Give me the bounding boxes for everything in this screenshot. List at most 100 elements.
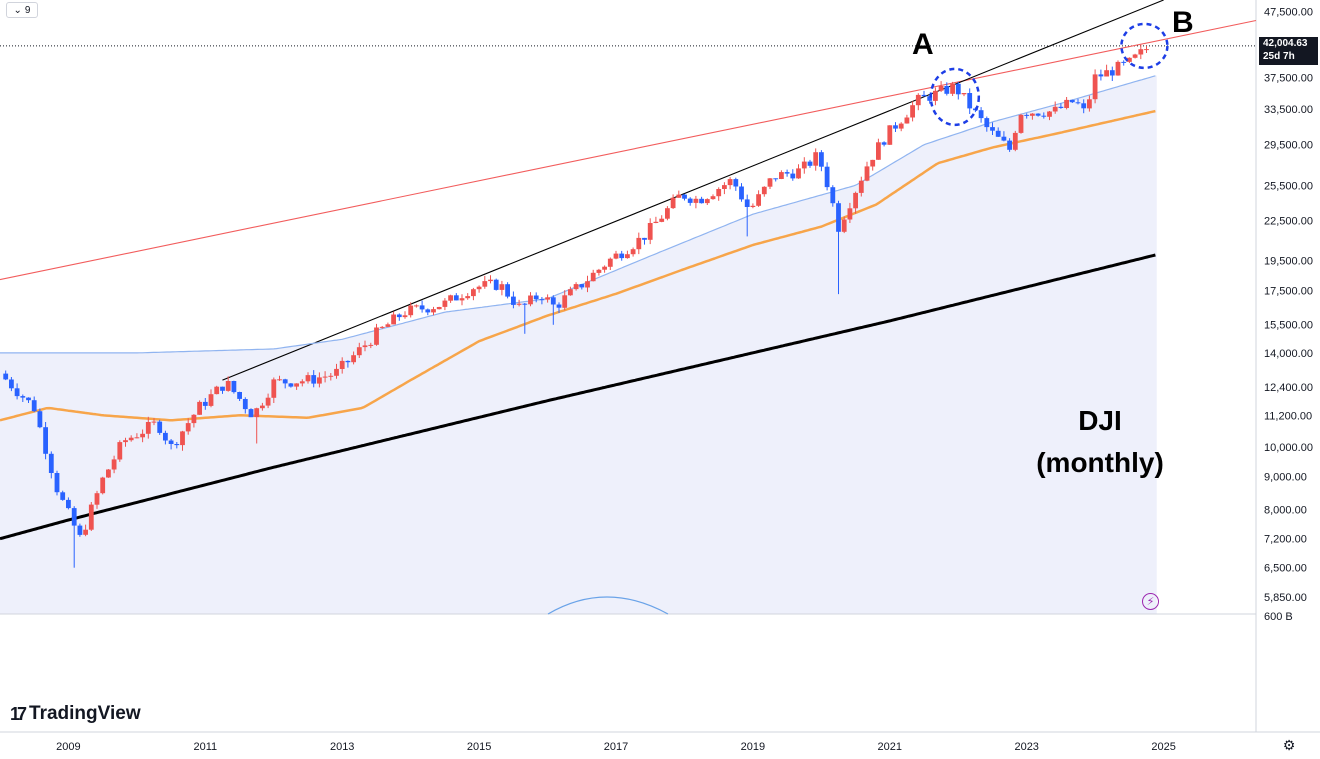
candle-body (1001, 136, 1007, 141)
candle-body (779, 172, 784, 179)
candle-body (756, 194, 761, 206)
candle-body (43, 427, 48, 454)
x-tick-label: 2009 (56, 741, 80, 753)
candle-body (431, 309, 436, 313)
candle-body (180, 431, 185, 446)
highlight-circle-b (1120, 22, 1169, 70)
y-tick-label: 14,000.00 (1264, 348, 1313, 360)
candle-body (66, 499, 71, 509)
candle-body (733, 179, 739, 187)
candle-body (938, 86, 944, 91)
x-tick-label: 2011 (193, 741, 217, 753)
candle-body (1052, 106, 1058, 112)
y-tick-label: 6,500.00 (1264, 562, 1307, 574)
candle-body (950, 83, 955, 94)
candle-body (978, 110, 984, 119)
highlight-circles-layer (929, 22, 1169, 127)
gear-icon[interactable]: ⚙ (1282, 737, 1296, 753)
candle-body (682, 194, 687, 199)
candle-body (311, 375, 317, 384)
candle-body (710, 196, 716, 200)
candle-body (1121, 61, 1127, 63)
candle-body (613, 253, 619, 259)
candle-body (1081, 103, 1087, 109)
last-price-label: 42,004.63 25d 7h (1259, 37, 1318, 65)
candle-body (636, 237, 642, 250)
candle-body (915, 94, 921, 106)
candle-body (961, 93, 967, 95)
candle-body (687, 198, 693, 203)
candle-body (299, 381, 305, 384)
candle-body (807, 161, 813, 166)
candle-body (157, 421, 163, 433)
candle-body (117, 442, 123, 460)
interval-selector[interactable]: ⌄ 9 (6, 2, 38, 18)
lightning-icon[interactable]: ⚡ (1142, 593, 1159, 610)
candle-body (106, 469, 111, 478)
candle-body (847, 208, 853, 220)
candle-body (590, 272, 596, 282)
candle-body (208, 394, 214, 406)
candle-body (579, 284, 585, 288)
logo-text: TradingView (29, 703, 141, 724)
candle-body (396, 314, 402, 318)
candle-body (151, 421, 157, 423)
y-tick-label: 19,500.00 (1264, 255, 1313, 267)
candle-body (516, 303, 522, 305)
x-tick-label: 2025 (1151, 741, 1175, 753)
candle-body (1144, 49, 1149, 51)
y-tick-label: 29,500.00 (1264, 140, 1313, 152)
candle-body (1115, 61, 1121, 76)
candle-body (585, 281, 590, 288)
candle-body (522, 303, 528, 305)
trendline-1 (0, 19, 1257, 281)
candle-body (225, 381, 231, 391)
candle-body (3, 373, 9, 380)
y-tick-label: 7,200.00 (1264, 534, 1307, 546)
candle-body (670, 197, 676, 209)
candle-body (94, 493, 100, 505)
candle-body (910, 105, 915, 118)
candle-body (642, 237, 647, 240)
trendline-layer (0, 0, 1257, 381)
candle-body (128, 437, 134, 441)
candle-body (858, 180, 864, 193)
candle-body (168, 440, 174, 444)
tradingview-mark-icon: 17 (10, 703, 27, 724)
annotation-b: B (1172, 6, 1194, 39)
candle-body (533, 295, 539, 300)
candle-body (921, 94, 927, 97)
y-tick-label: 25,500.00 (1264, 180, 1313, 192)
candle-body (1075, 102, 1081, 104)
trendline-2 (222, 0, 1164, 381)
candle-body (647, 223, 653, 240)
candle-body (459, 298, 465, 301)
candle-body (282, 379, 288, 384)
x-tick-label: 2019 (741, 741, 765, 753)
volume-indicator-arc (547, 596, 669, 615)
candle-body (414, 305, 419, 307)
candle-body (499, 284, 505, 290)
candle-body (37, 411, 43, 428)
candle-body (625, 254, 630, 259)
tradingview-logo[interactable]: 17 TradingView (10, 703, 141, 725)
y-tick-label: 8,000.00 (1264, 504, 1307, 516)
candle-body (425, 309, 431, 313)
candle-body (1069, 99, 1075, 103)
candle-body (1064, 99, 1069, 108)
candle-body (419, 305, 425, 310)
candle-body (1047, 111, 1052, 117)
candle-body (368, 344, 374, 346)
candle-body (339, 360, 345, 369)
candle-body (277, 379, 282, 381)
candle-body (596, 269, 602, 273)
y-tick-label: 22,500.00 (1264, 215, 1313, 227)
y-tick-label: 47,500.00 (1264, 7, 1313, 19)
candle-body (220, 386, 225, 391)
candle-body (716, 189, 722, 197)
candle-body (123, 440, 128, 443)
candle-body (853, 192, 858, 209)
candle-body (111, 459, 117, 470)
candle-body (1109, 70, 1115, 76)
